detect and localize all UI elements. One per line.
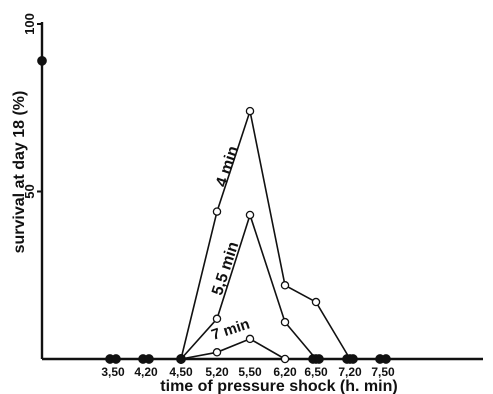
data-point bbox=[212, 207, 222, 216]
series-label: 5,5 min bbox=[209, 240, 242, 298]
x-tick-label: 5,20 bbox=[205, 365, 229, 379]
x-tick-label: 4,20 bbox=[134, 365, 158, 379]
data-point bbox=[245, 106, 255, 116]
data-point bbox=[111, 354, 121, 364]
data-point bbox=[381, 354, 391, 364]
series-lines bbox=[180, 107, 351, 360]
data-point bbox=[348, 354, 358, 364]
data-point bbox=[280, 354, 290, 364]
series-line bbox=[180, 338, 286, 360]
x-tick-label: 7,50 bbox=[371, 365, 395, 379]
data-markers bbox=[37, 55, 391, 364]
data-point bbox=[245, 210, 255, 220]
x-tick-label: 3,50 bbox=[101, 365, 125, 379]
chart-labels: time of pressure shock (h. min) survival … bbox=[11, 91, 398, 394]
data-point bbox=[311, 297, 321, 307]
data-point bbox=[314, 354, 324, 364]
series-label: 4 min bbox=[213, 144, 242, 189]
x-tick-label: 6,20 bbox=[273, 365, 297, 379]
data-point bbox=[176, 354, 186, 364]
y-axis-title: survival at day 18 (%) bbox=[11, 91, 28, 254]
y-tick-label: 50 bbox=[22, 184, 37, 198]
control-point bbox=[37, 55, 47, 66]
data-point bbox=[144, 354, 154, 364]
x-tick-label: 7,20 bbox=[338, 365, 362, 379]
chart-axes: 100 50 3,50 4,20 4,50 5,20 5,50 6,20 6,50 7,20 7,5… bbox=[22, 13, 483, 379]
data-point bbox=[245, 334, 255, 344]
data-point bbox=[280, 281, 290, 290]
x-tick-label: 4,50 bbox=[169, 365, 193, 379]
x-tick-label: 5,50 bbox=[238, 365, 262, 379]
data-point bbox=[212, 348, 222, 357]
x-tick-label: 6,50 bbox=[304, 365, 328, 379]
data-point bbox=[280, 317, 290, 327]
y-tick-label: 100 bbox=[22, 13, 37, 35]
series-line bbox=[180, 107, 351, 360]
data-point bbox=[212, 314, 222, 324]
x-axis-title: time of pressure shock (h. min) bbox=[160, 378, 397, 394]
